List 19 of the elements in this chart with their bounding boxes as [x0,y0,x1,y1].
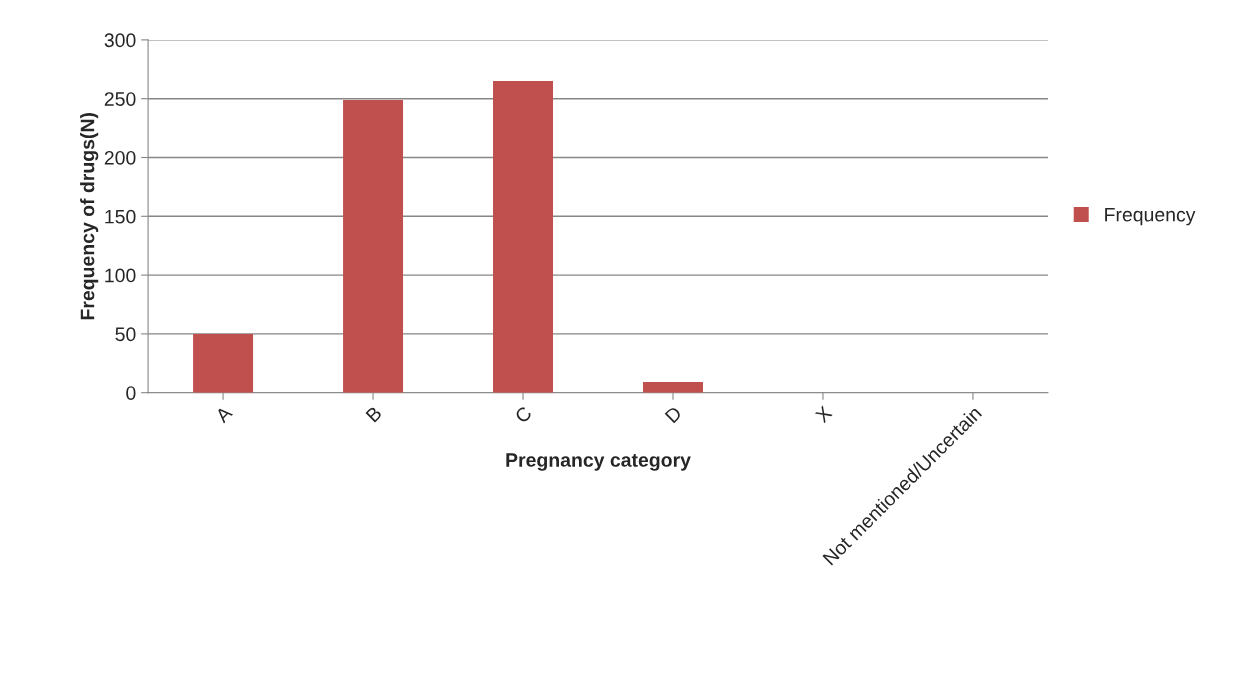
y-tick-label: 200 [104,150,136,165]
y-tick-label: 100 [105,268,136,283]
x-tick-label: C [514,405,533,424]
x-tick-label: X [814,405,833,424]
y-tick-label: 250 [104,92,136,106]
y-axis-title: Frequency of drugs(N) [80,113,99,320]
x-tick-label: A [214,405,234,424]
x-axis-title: Pregnancy category [506,453,691,471]
legend-label: Frequency [1105,207,1196,226]
bar [643,382,703,393]
x-tick-label: B [365,405,383,423]
bar [193,333,254,393]
bar [493,81,554,393]
bar [343,99,404,393]
y-tick-label: 300 [104,33,136,48]
y-tick-label: 150 [105,209,136,224]
y-tick-label: 50 [115,327,136,342]
y-tick-label: 0 [126,386,136,400]
x-tick-label: D [664,405,683,424]
